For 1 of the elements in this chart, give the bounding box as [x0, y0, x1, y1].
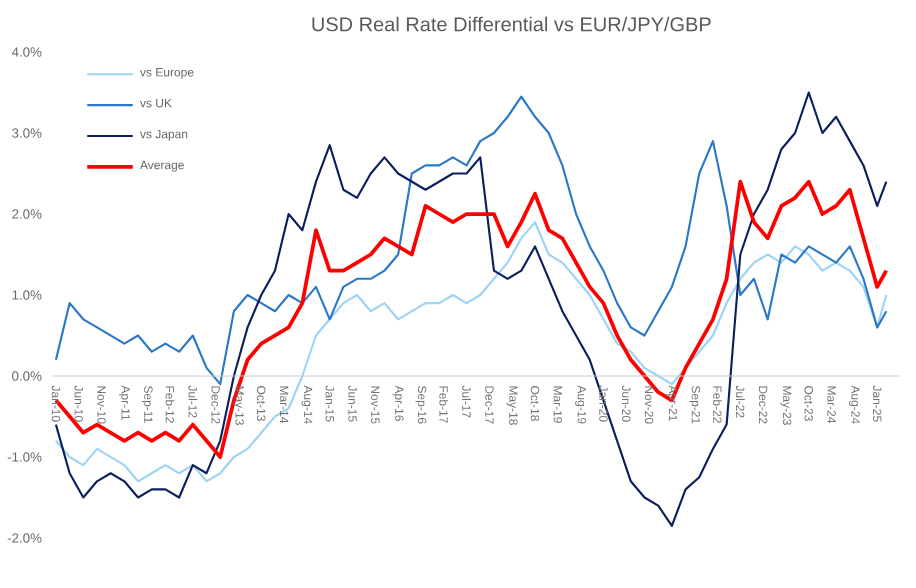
chart-title: USD Real Rate Differential vs EUR/JPY/GBP	[312, 16, 711, 32]
